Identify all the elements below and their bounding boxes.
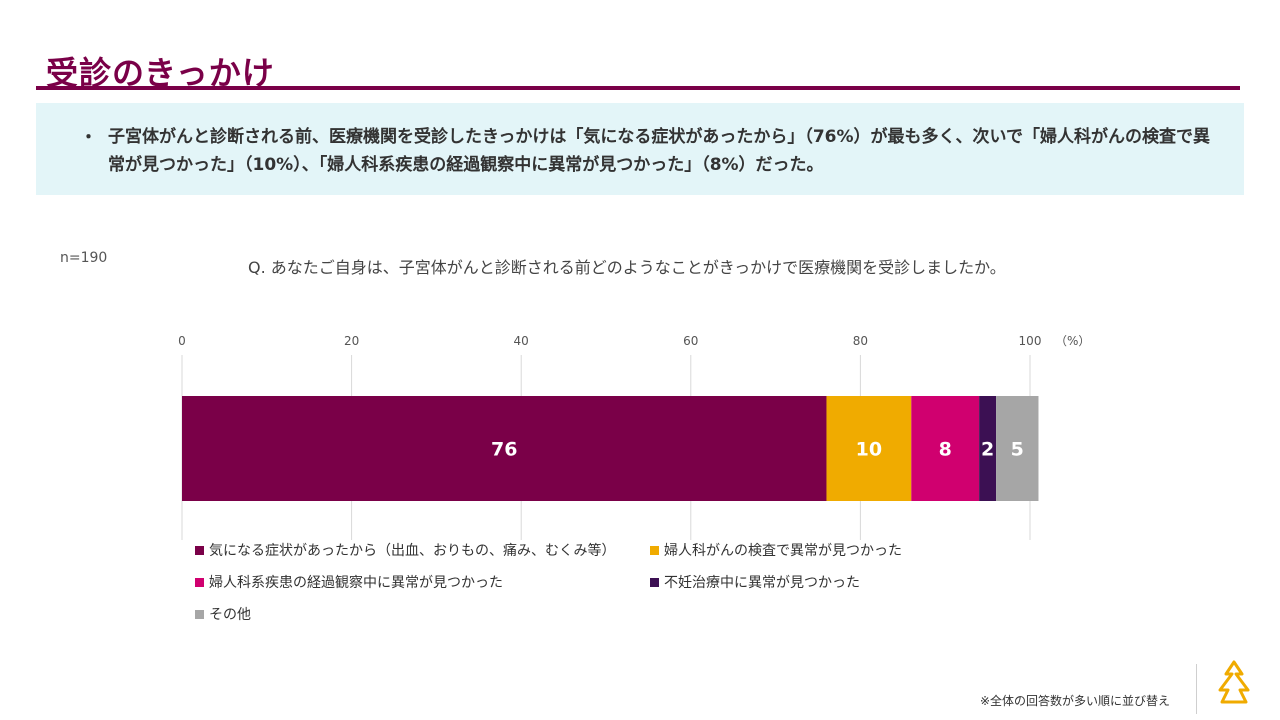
data-label: 2 — [981, 439, 994, 461]
x-tick-label: 80 — [853, 334, 868, 348]
sample-size-label: n=190 — [60, 250, 108, 266]
legend-item: 不妊治療中に異常が見つかった — [650, 572, 860, 592]
legend-label: 気になる症状があったから（出血、おりもの、痛み、むくみ等） — [209, 543, 616, 559]
company-logo-icon — [1218, 660, 1250, 704]
x-tick-label: 100 — [1019, 334, 1042, 348]
legend-swatch — [195, 545, 204, 555]
footnote: ※全体の回答数が多い順に並び替え — [980, 694, 1171, 708]
legend-item: 婦人科がんの検査で異常が見つかった — [650, 540, 902, 560]
page-title: 受診のきっかけ — [46, 54, 275, 92]
bar-segment-4 — [979, 396, 997, 501]
summary-bullet: ・ — [80, 128, 97, 148]
bar-segment-2 — [826, 396, 912, 501]
legend-swatch — [650, 577, 659, 587]
data-label: 5 — [1011, 439, 1024, 461]
stacked-bar-chart: 0 20 40 60 80 100 （%） 76 10 8 2 5 — [178, 334, 1090, 540]
x-tick-label: 0 — [178, 334, 186, 348]
legend-item: 婦人科系疾患の経過観察中に異常が見つかった — [195, 572, 503, 592]
summary-text: 子宮体がんと診断される前、医療機関を受診したきっかけは「気になる症状があったから… — [108, 127, 1210, 175]
bar-segment-1 — [182, 396, 827, 501]
legend-swatch — [195, 609, 204, 619]
x-tick-label: 60 — [683, 334, 698, 348]
legend-item: 気になる症状があったから（出血、おりもの、痛み、むくみ等） — [195, 540, 616, 560]
legend-swatch — [650, 545, 659, 555]
legend-swatch — [195, 577, 204, 587]
x-tick-label: 40 — [514, 334, 529, 348]
legend-label: 婦人科系疾患の経過観察中に異常が見つかった — [209, 575, 503, 591]
survey-question: Q. あなたご自身は、子宮体がんと診断される前どのようなことがきっかけで医療機関… — [248, 258, 1006, 277]
x-tick-label: 20 — [344, 334, 359, 348]
summary-box: ・ 子宮体がんと診断される前、医療機関を受診したきっかけは「気になる症状があった… — [36, 103, 1244, 195]
legend-label: 婦人科がんの検査で異常が見つかった — [664, 543, 902, 559]
footer-divider — [1196, 664, 1197, 714]
x-unit-label: （%） — [1055, 334, 1090, 348]
data-label: 76 — [491, 439, 517, 461]
bar-segment-5 — [996, 396, 1039, 501]
data-label: 8 — [939, 439, 952, 461]
data-label: 10 — [856, 439, 882, 461]
legend-item: その他 — [195, 604, 251, 624]
legend-label: 不妊治療中に異常が見つかった — [664, 575, 860, 591]
legend-label: その他 — [209, 607, 251, 623]
bar-segment-3 — [911, 396, 980, 501]
title-divider — [36, 86, 1240, 90]
